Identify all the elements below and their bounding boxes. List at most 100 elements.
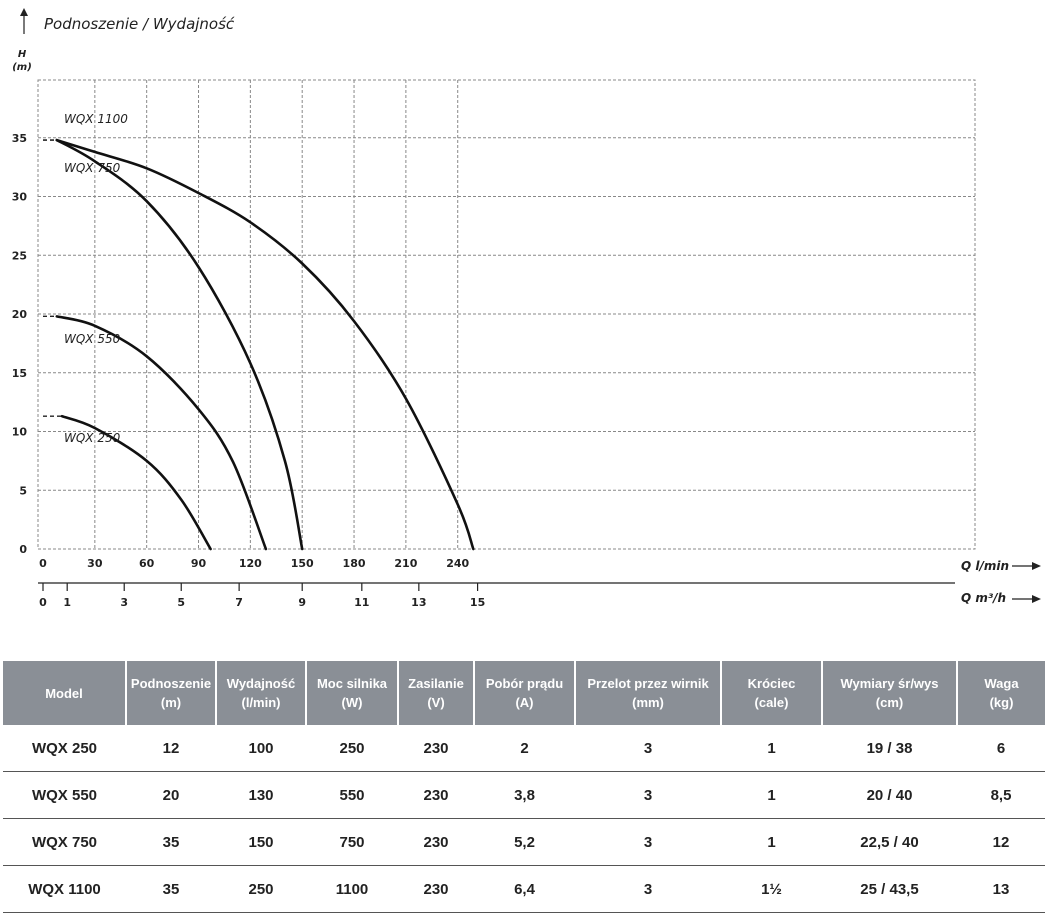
column-header-line: (W) [341,695,363,710]
table-cell: 1100 [306,865,398,913]
x-tick-label-m3h: 7 [235,596,243,609]
column-header-line: Wydajność [226,676,296,691]
column-header: Króciec (cale) [720,661,822,725]
column-header-line: Przelot przez wirnik [587,676,709,691]
x-tick-label-lmin: 210 [394,557,417,570]
column-header-line: Waga [984,676,1019,691]
column-header-line: (l/min) [241,695,281,710]
column-header-line: (V) [427,695,445,710]
y-tick-label: 10 [12,426,28,439]
table-cell: 230 [398,865,474,913]
table-cell: 3,8 [474,771,575,819]
table-cell: 35 [126,818,216,866]
column-header-line: (mm) [632,695,664,710]
table-cell: 3 [575,771,721,819]
spec-table: Model Podnoszenie (m) Wydajność (l/min) Moc s… [3,661,1045,913]
table-cell: 1 [721,725,822,772]
chart-labels: Podnoszenie / WydajnośćH(m)0510152025303… [12,15,1009,609]
curve-wqx-1100 [55,138,475,551]
column-header: Podnoszenie (m) [125,661,216,725]
x-arrow-head-m3h [1032,595,1041,603]
x-tick-label-m3h: 1 [63,596,71,609]
table-cell: 20 [126,771,216,819]
table-cell: 1½ [721,865,822,913]
table-cell: 6 [957,725,1045,772]
x-tick-label-lmin: 60 [139,557,155,570]
table-row: WQX 750 35 150 750 230 5,2 3 1 22,5 / 40 12 [3,818,1045,866]
table-cell: 550 [306,771,398,819]
table-cell: 12 [126,725,216,772]
column-header-line: (cm) [875,695,904,710]
table-cell: 35 [126,865,216,913]
table-cell: WQX 250 [3,725,126,772]
x-tick-label-m3h: 0 [39,596,47,609]
table-cell: 19 / 38 [822,725,957,772]
column-header-line: Zasilanie [408,676,464,691]
table-cell: 1 [721,771,822,819]
table-cell: 230 [398,725,474,772]
x-axis-label-m3h: Q m³/h [961,591,1006,605]
curve-wqx-550 [55,315,268,551]
pump-performance-chart: Podnoszenie / WydajnośćH(m)0510152025303… [12,8,1041,609]
x-axis-label-lmin: Q l/min [961,559,1009,573]
series-label: WQX 250 [64,431,121,445]
table-cell: 13 [957,865,1045,913]
table-cell: 1 [721,818,822,866]
column-header-line: Model [45,685,83,701]
column-header-line: (cale) [754,695,789,710]
column-header-line: (m) [160,695,182,710]
x-tick-label-m3h: 13 [411,596,426,609]
y-tick-label: 35 [12,132,27,145]
table-cell: WQX 550 [3,771,126,819]
column-header: Wymiary śr/wys (cm) [821,661,957,725]
chart-grid [37,79,976,550]
table-cell: 8,5 [957,771,1045,819]
column-header-line: Moc silnika [316,676,388,691]
x-tick-label-m3h: 5 [177,596,185,609]
table-cell: 5,2 [474,818,575,866]
y-tick-label: 5 [19,484,27,497]
series-label: WQX 750 [64,161,121,175]
x-tick-label-lmin: 120 [239,557,262,570]
x-tick-label-m3h: 11 [354,596,369,609]
chart-axes [20,8,1041,603]
y-axis-unit: (m) [12,62,32,73]
x-tick-label-lmin: 90 [191,557,207,570]
table-cell: 250 [306,725,398,772]
column-header: Waga (kg) [956,661,1045,725]
y-tick-label: 20 [12,308,28,321]
series-label: WQX 550 [64,332,121,346]
table-cell: 2 [474,725,575,772]
column-header: Moc silnika (W) [305,661,398,725]
column-header-line: Wymiary śr/wys [840,676,939,691]
y-tick-label: 0 [19,543,27,556]
table-cell: 22,5 / 40 [822,818,957,866]
x-tick-label-m3h: 9 [298,596,306,609]
column-header-line: (A) [515,695,534,710]
table-cell: WQX 750 [3,818,126,866]
table-cell: 250 [216,865,306,913]
table-cell: 3 [575,725,721,772]
curve-wqx-750 [55,138,304,551]
chart-curves [43,138,475,551]
x-tick-label-lmin: 0 [39,557,47,570]
table-cell: WQX 1100 [3,865,126,913]
column-header-line: Pobór prądu [485,676,564,691]
table-cell: 20 / 40 [822,771,957,819]
table-cell: 100 [216,725,306,772]
x-tick-label-m3h: 15 [470,596,485,609]
table-row: WQX 250 12 100 250 230 2 3 1 19 / 38 6 [3,725,1045,772]
column-header-line: (kg) [989,695,1014,710]
y-axis-label: H [18,49,27,60]
curve-wqx-250 [60,414,212,551]
x-tick-label-lmin: 180 [343,557,366,570]
column-header: Zasilanie (V) [397,661,474,725]
x-tick-label-lmin: 150 [291,557,314,570]
table-cell: 3 [575,818,721,866]
x-arrow-head-lmin [1032,562,1041,570]
y-tick-label: 15 [12,367,27,380]
column-header-line: Podnoszenie [130,676,212,691]
column-header-line: Króciec [747,676,796,691]
table-cell: 130 [216,771,306,819]
y-tick-label: 25 [12,249,27,262]
